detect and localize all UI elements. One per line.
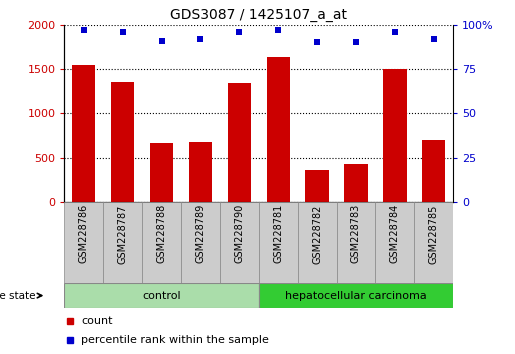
Point: [274, 27, 282, 33]
Point: [430, 36, 438, 42]
Bar: [220, 202, 259, 283]
Point: [158, 38, 166, 44]
Text: disease state: disease state: [0, 291, 36, 301]
Text: GSM228786: GSM228786: [79, 204, 89, 263]
Text: GSM228781: GSM228781: [273, 204, 283, 263]
Text: count: count: [81, 316, 113, 326]
Bar: [383, 69, 406, 202]
Bar: [259, 202, 298, 283]
Point: [391, 29, 399, 35]
Text: GSM228784: GSM228784: [390, 204, 400, 263]
Bar: [267, 57, 290, 202]
Bar: [103, 202, 142, 283]
Bar: [337, 202, 375, 283]
Text: hepatocellular carcinoma: hepatocellular carcinoma: [285, 291, 427, 301]
Bar: [142, 202, 181, 283]
Bar: [298, 202, 336, 283]
Bar: [228, 83, 251, 202]
Bar: [414, 202, 453, 283]
Text: control: control: [142, 291, 181, 301]
Bar: [181, 202, 220, 283]
Bar: [111, 82, 134, 202]
Bar: [345, 164, 368, 202]
Bar: [305, 170, 329, 202]
Bar: [64, 202, 103, 283]
Text: GSM228787: GSM228787: [118, 204, 128, 264]
Bar: [64, 283, 259, 308]
Bar: [422, 140, 445, 202]
Point: [235, 29, 244, 35]
Text: percentile rank within the sample: percentile rank within the sample: [81, 335, 269, 345]
Text: GSM228790: GSM228790: [234, 204, 244, 263]
Bar: [189, 143, 212, 202]
Point: [196, 36, 204, 42]
Point: [118, 29, 127, 35]
Text: GSM228789: GSM228789: [196, 204, 205, 263]
Title: GDS3087 / 1425107_a_at: GDS3087 / 1425107_a_at: [170, 8, 347, 22]
Point: [313, 40, 321, 45]
Point: [80, 27, 88, 33]
Text: GSM228788: GSM228788: [157, 204, 166, 263]
Bar: [259, 283, 453, 308]
Text: GSM228783: GSM228783: [351, 204, 361, 263]
Point: [352, 40, 360, 45]
Bar: [375, 202, 414, 283]
Bar: [150, 143, 173, 202]
Text: GSM228785: GSM228785: [429, 204, 439, 264]
Bar: [72, 65, 95, 202]
Text: GSM228782: GSM228782: [312, 204, 322, 264]
